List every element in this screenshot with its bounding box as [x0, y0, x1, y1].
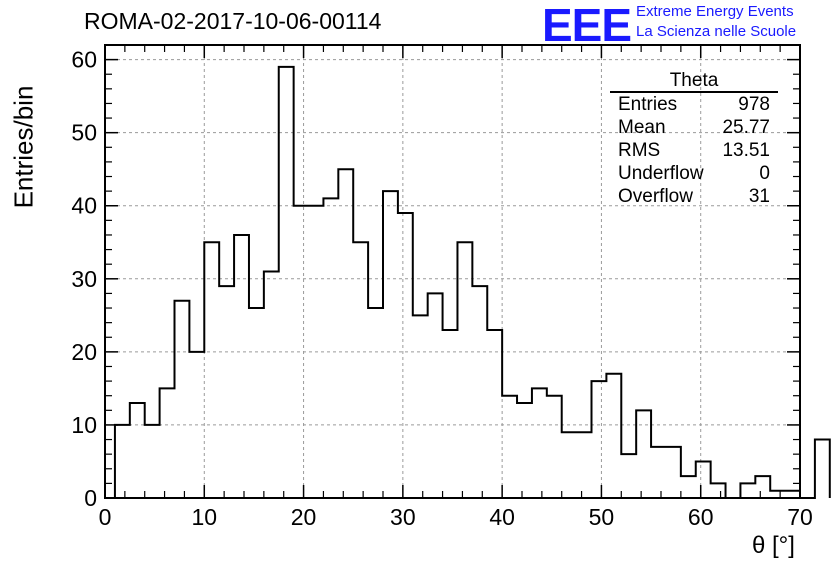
y-tick-label: 20: [71, 339, 97, 365]
stats-row-underflow: Underflow 0: [610, 162, 778, 185]
histogram-bin: [175, 301, 190, 498]
histogram-bin: [130, 403, 145, 498]
histogram-bin: [413, 315, 428, 498]
histogram-bin: [621, 454, 636, 498]
histogram-bin: [323, 198, 338, 498]
y-tick-label: 30: [71, 266, 97, 292]
stats-label: Underflow: [618, 163, 704, 184]
eee-logo: EEE: [542, 0, 632, 51]
histogram-bin: [532, 388, 547, 498]
histogram-bin: [383, 191, 398, 498]
logo-line-2: La Scienza nelle Scuole: [636, 23, 797, 40]
histogram-outline: [113, 65, 831, 499]
histogram-bin: [517, 403, 532, 498]
stats-value: 978: [738, 94, 770, 115]
histogram-bin: [204, 242, 219, 498]
histogram-bin: [368, 308, 383, 498]
histogram-bin: [338, 169, 353, 498]
stats-label: RMS: [618, 140, 661, 161]
histogram-bin: [755, 476, 770, 498]
x-tick-label: 50: [589, 504, 615, 530]
histogram-bin: [815, 440, 830, 498]
histogram-bin: [264, 272, 279, 499]
histogram-bin: [696, 461, 711, 498]
plot-frame: [104, 44, 801, 499]
y-tick-label: 60: [71, 47, 97, 73]
stats-row-overflow: Overflow 31: [610, 185, 778, 208]
histogram-bin: [160, 388, 175, 498]
histogram-bin: [234, 235, 249, 498]
histogram-bin: [457, 242, 472, 498]
histogram-bin: [711, 483, 726, 498]
x-tick-label: 60: [688, 504, 714, 530]
histogram-bin: [189, 352, 204, 498]
run-title: ROMA-02-2017-10-06-00114: [84, 8, 382, 34]
histogram-bin: [115, 425, 130, 498]
histogram-bin: [785, 491, 800, 498]
histogram-bin: [502, 396, 517, 498]
histogram-bin: [443, 330, 458, 498]
eee-logo-text: Extreme Energy Events La Scienza nelle S…: [636, 2, 796, 42]
logo-line-1: Extreme Energy Events: [636, 3, 794, 20]
x-tick-label: 10: [191, 504, 217, 530]
histogram-bin: [740, 483, 755, 498]
histogram-bin: [398, 213, 413, 498]
x-tick-label: 30: [390, 504, 416, 530]
stats-row-rms: RMS 13.51: [610, 139, 778, 162]
histogram-bin: [145, 425, 160, 498]
y-tick-label: 0: [84, 485, 97, 511]
histogram-bin: [219, 286, 234, 498]
histogram-bin: [562, 432, 577, 498]
histogram-bin: [428, 293, 443, 498]
histogram-bin: [279, 67, 294, 498]
histogram-bin: [472, 286, 487, 498]
stats-label: Mean: [618, 117, 666, 138]
stats-row-mean: Mean 25.77: [610, 116, 778, 139]
x-tick-label: 0: [99, 504, 112, 530]
histogram-bin: [651, 447, 666, 498]
x-tick-label: 70: [787, 504, 813, 530]
histogram-bin: [353, 242, 368, 498]
histogram-bin: [770, 491, 785, 498]
histogram-bin: [606, 374, 621, 498]
y-axis-title: Entries/bin: [4, 86, 44, 209]
histogram-bin: [681, 476, 696, 498]
y-tick-label: 50: [71, 120, 97, 146]
x-tick-label: 20: [291, 504, 317, 530]
histogram-bin: [547, 396, 562, 498]
stats-label: Overflow: [618, 186, 693, 207]
stats-value: 0: [759, 163, 770, 184]
y-tick-label: 40: [71, 193, 97, 219]
histogram-bin: [636, 410, 651, 498]
histogram-bin: [577, 432, 592, 498]
stats-row-entries: Entries 978: [610, 93, 778, 116]
histogram-bin: [666, 447, 681, 498]
stats-box: Theta Entries 978 Mean 25.77 RMS 13.51 U…: [610, 70, 778, 208]
stats-value: 25.77: [722, 117, 770, 138]
histogram-bin: [487, 330, 502, 498]
stats-value: 13.51: [722, 140, 770, 161]
y-axis-title-text: Entries/bin: [8, 85, 39, 209]
histogram-bin: [294, 206, 309, 498]
stats-title: Theta: [610, 70, 778, 93]
x-tick-label: 40: [489, 504, 515, 530]
histogram-bin: [309, 206, 324, 498]
histogram-bin: [592, 381, 607, 498]
stats-label: Entries: [618, 94, 678, 115]
stats-value: 31: [748, 186, 770, 207]
x-axis-title: θ [°]: [752, 532, 795, 559]
histogram-bin: [249, 308, 264, 498]
y-tick-label: 10: [71, 412, 97, 438]
